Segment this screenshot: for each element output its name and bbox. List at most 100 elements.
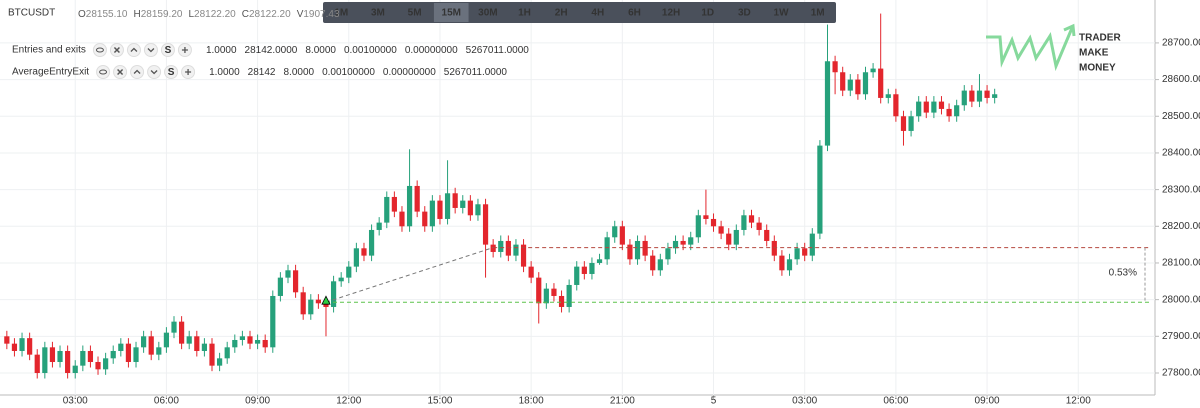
- candle-body: [171, 321, 177, 333]
- candle-body: [885, 94, 891, 98]
- candle-body: [118, 343, 124, 351]
- candle-body: [794, 248, 800, 260]
- interval-button[interactable]: 3M: [371, 8, 385, 19]
- candle-body: [254, 339, 261, 344]
- candle-body: [186, 336, 192, 344]
- candle-body: [938, 101, 945, 109]
- candle-body: [414, 185, 420, 212]
- candle-body: [27, 338, 33, 355]
- indicator-icon[interactable]: [143, 43, 158, 57]
- candle-body: [429, 200, 435, 227]
- candle-body: [581, 266, 587, 274]
- candle-body: [141, 336, 147, 348]
- candle-body: [156, 347, 162, 355]
- interval-button[interactable]: 1M: [811, 8, 825, 19]
- candle-body: [520, 244, 527, 267]
- candle-body: [247, 336, 253, 344]
- x-tick-label: 06:00: [883, 396, 908, 407]
- ohlcv-key: V: [297, 9, 304, 20]
- interval-button[interactable]: 30M: [478, 8, 497, 19]
- y-tick-label: 27900.00: [1162, 331, 1200, 342]
- interval-button[interactable]: 15M: [442, 8, 461, 19]
- candle-body: [110, 350, 116, 359]
- indicator-icon[interactable]: [160, 43, 175, 57]
- icon-settings: S: [165, 45, 172, 56]
- candle-body: [4, 336, 10, 344]
- candle-body: [300, 292, 306, 315]
- candle-body: [695, 215, 701, 238]
- candle-body: [741, 215, 747, 230]
- y-tick-label: 28500.00: [1162, 111, 1200, 122]
- candle-body: [718, 226, 724, 234]
- indicator-icon[interactable]: [147, 65, 162, 79]
- interval-button[interactable]: 2H: [555, 8, 568, 19]
- candle-body: [976, 90, 983, 102]
- interval-button[interactable]: 12H: [662, 8, 680, 19]
- icon-settings: S: [168, 67, 175, 78]
- candle-body: [543, 288, 549, 304]
- candle-body: [391, 196, 397, 212]
- candle-body: [680, 240, 686, 245]
- indicator-values: 1.0000 28142 8.0000 0.00100000 0.00000000 526…: [209, 67, 507, 78]
- ohlcv-value: 28159.20: [141, 9, 183, 20]
- x-tick-label: 03:00: [63, 396, 88, 407]
- candle-body: [551, 288, 557, 296]
- candle-body: [179, 321, 185, 344]
- candle-body: [817, 145, 823, 234]
- candle-body: [444, 193, 451, 219]
- candle-body: [292, 270, 299, 293]
- indicator-value: 0.00100000: [344, 45, 397, 56]
- candle-body: [368, 229, 375, 256]
- interval-button[interactable]: 6H: [628, 8, 641, 19]
- candle-body: [262, 339, 268, 348]
- indicator-icon[interactable]: [164, 65, 179, 79]
- candle-body: [710, 218, 717, 227]
- candle-body: [946, 108, 952, 117]
- candle-body: [498, 240, 504, 252]
- logo-mark: [986, 27, 1074, 72]
- candle-body: [627, 244, 633, 260]
- interval-button[interactable]: 1W: [774, 8, 790, 19]
- candle-body: [467, 200, 473, 216]
- interval-button[interactable]: 1H: [518, 8, 531, 19]
- candle-body: [604, 237, 610, 260]
- candle-body: [422, 211, 428, 227]
- overlay: 0.53% 1M 3M 5M 15M 30M 1H 2H 4H 6H 12H 1D 3D 1W 1M BTCU…: [8, 2, 1150, 305]
- candle-body: [353, 248, 359, 267]
- trade-line: [325, 247, 494, 303]
- indicator-value: 5267011.0000: [466, 45, 530, 56]
- interval-button[interactable]: 3D: [738, 8, 751, 19]
- candle-body: [802, 248, 808, 256]
- indicator-icon[interactable]: [96, 65, 111, 79]
- candle-body: [992, 94, 998, 98]
- interval-button[interactable]: 1D: [701, 8, 714, 19]
- candle-body: [771, 240, 777, 256]
- candle-body: [748, 215, 755, 223]
- interval-button[interactable]: 4H: [591, 8, 604, 19]
- indicator-icon[interactable]: [130, 65, 145, 79]
- candle-body: [969, 90, 975, 102]
- interval-button[interactable]: 1M: [334, 8, 348, 19]
- ohlcv: O28155.10 H28159.20 L28122.20 C28122.20 V190…: [78, 9, 340, 20]
- interval-button[interactable]: 5M: [408, 8, 422, 19]
- y-tick-label: 28400.00: [1162, 148, 1200, 159]
- candle-body: [862, 72, 869, 95]
- candle-body: [634, 240, 641, 260]
- candle-body: [809, 233, 815, 256]
- candle-body: [642, 240, 648, 256]
- candle-body: [42, 347, 48, 373]
- candle-body: [984, 90, 990, 98]
- candle-body: [490, 244, 496, 252]
- indicator-icon[interactable]: [126, 43, 141, 57]
- interval-selected: [433, 3, 469, 22]
- y-tick-label: 28100.00: [1162, 258, 1200, 269]
- ohlcv-value: 28122.20: [249, 9, 291, 20]
- candle-body: [786, 259, 793, 271]
- indicator-icon[interactable]: [92, 43, 107, 57]
- entry-marker: [321, 295, 331, 305]
- icon-eye: [99, 69, 108, 75]
- x-tick-label: 18:00: [519, 396, 544, 407]
- candle-body: [103, 358, 109, 370]
- logo-text: MAKE: [1079, 48, 1109, 59]
